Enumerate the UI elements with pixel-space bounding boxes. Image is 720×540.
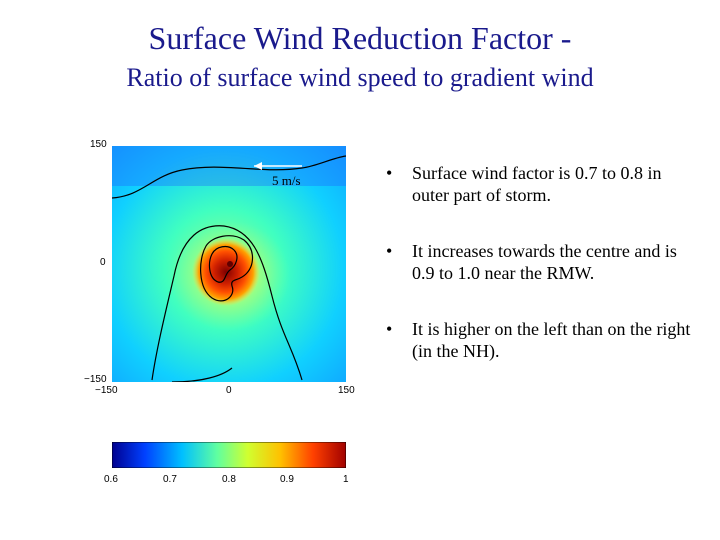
bullet-text: It increases towards the centre and is 0… <box>412 241 677 283</box>
slide-subtitle: Ratio of surface wind speed to gradient … <box>126 63 594 92</box>
colorbar-gradient <box>112 442 346 468</box>
slide-title: Surface Wind Reduction Factor - <box>148 20 572 56</box>
bullet-item: • Surface wind factor is 0.7 to 0.8 in o… <box>380 162 700 206</box>
bullet-text: Surface wind factor is 0.7 to 0.8 in out… <box>412 163 662 205</box>
x-tick-minus150: −150 <box>95 385 118 396</box>
contour-line-core <box>208 245 238 283</box>
contour-line-inner <box>200 235 254 302</box>
y-tick-0: 0 <box>100 257 106 268</box>
y-tick-150: 150 <box>90 139 107 150</box>
x-tick-150: 150 <box>338 385 355 396</box>
colorbar-tick-0-9: 0.9 <box>280 474 294 485</box>
scale-arrow-label: 5 m/s <box>272 173 301 188</box>
colorbar-tick-1: 1 <box>343 474 349 485</box>
bullet-marker: • <box>386 319 393 339</box>
map-top-band <box>112 146 346 186</box>
bullet-item: • It is higher on the left than on the r… <box>380 318 700 362</box>
bullet-text: It is higher on the left than on the rig… <box>412 319 691 361</box>
colorbar-tick-0-6: 0.6 <box>104 474 118 485</box>
storm-core <box>192 238 260 306</box>
y-tick-minus150: −150 <box>84 374 107 385</box>
contour-line-bottom <box>171 367 233 382</box>
bullet-marker: • <box>386 241 393 261</box>
bullet-list: • Surface wind factor is 0.7 to 0.8 in o… <box>380 162 700 396</box>
bullet-marker: • <box>386 163 393 183</box>
x-tick-0: 0 <box>226 385 232 396</box>
contour-line-outer <box>112 155 346 199</box>
bullet-item: • It increases towards the centre and is… <box>380 240 700 284</box>
contour-line-mid <box>151 225 303 381</box>
scale-arrow-icon <box>254 162 262 170</box>
colorbar-tick-0-7: 0.7 <box>163 474 177 485</box>
colorbar-tick-0-8: 0.8 <box>222 474 236 485</box>
colorbar <box>112 442 346 468</box>
storm-center <box>227 261 233 267</box>
wind-factor-map: 5 m/s <box>112 146 346 382</box>
